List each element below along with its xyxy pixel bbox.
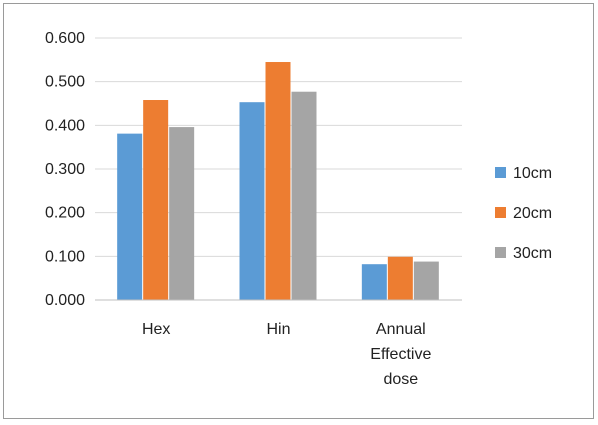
y-tick-label: 0.000 [45, 292, 85, 309]
bar-10cm-1 [239, 102, 265, 300]
y-tick-label: 0.500 [45, 74, 85, 91]
y-tick-label: 0.400 [45, 117, 85, 134]
bar-30cm-1 [291, 91, 317, 301]
x-category-label: Hin [266, 321, 290, 338]
bar-20cm-1 [265, 62, 291, 301]
legend-label: 10cm [513, 165, 552, 182]
x-category-label: Hex [142, 321, 170, 338]
bar-10cm-0 [117, 133, 143, 300]
y-tick-label: 0.100 [45, 248, 85, 265]
legend-swatch [495, 207, 506, 218]
y-axis-tick-labels: 0.000 0.100 0.200 0.300 0.400 0.500 0.600 [45, 30, 85, 309]
bar-30cm-0 [169, 127, 195, 300]
legend: 10cm 20cm 30cm [495, 165, 552, 262]
legend-label: 30cm [513, 245, 552, 262]
bar-30cm-2 [413, 261, 439, 300]
legend-swatch [495, 167, 506, 178]
bar-20cm-2 [387, 256, 413, 300]
legend-swatch [495, 247, 506, 258]
bars [117, 62, 439, 301]
bar-10cm-2 [361, 264, 387, 300]
legend-label: 20cm [513, 205, 552, 222]
y-tick-label: 0.300 [45, 161, 85, 178]
x-axis-category-labels: Hex Hin Annual Effective dose [142, 321, 432, 388]
y-tick-label: 0.200 [45, 205, 85, 222]
x-category-label: Annual Effective dose [370, 321, 431, 388]
y-tick-label: 0.600 [45, 30, 85, 47]
bar-20cm-0 [143, 100, 169, 300]
